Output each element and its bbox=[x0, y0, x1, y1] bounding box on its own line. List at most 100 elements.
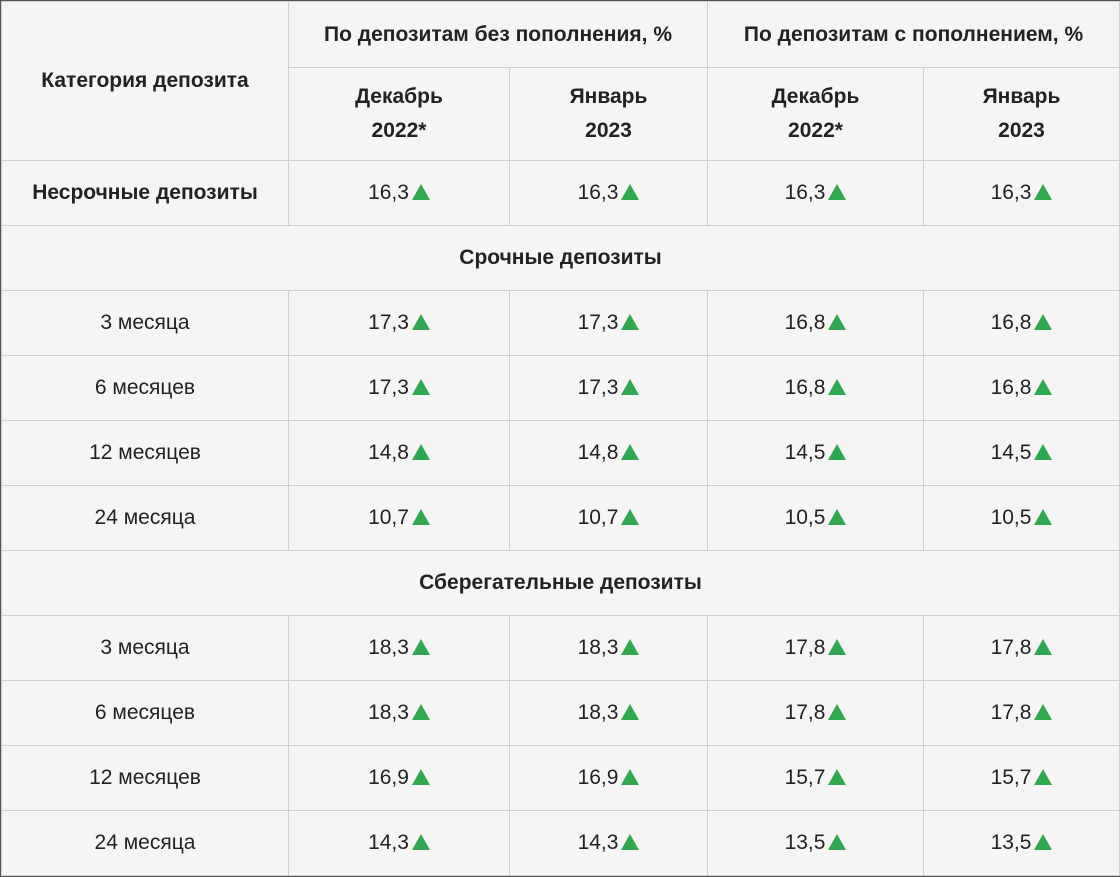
header-subcol: Декабрь 2022* bbox=[288, 67, 510, 161]
rate-value: 15,7 bbox=[784, 766, 826, 789]
table-row: 3 месяца 18,3 18,3 17,8 17,8 bbox=[1, 615, 1120, 681]
rate-value: 14,3 bbox=[577, 831, 619, 854]
table-row: 12 месяцев 16,9 16,9 15,7 15,7 bbox=[1, 745, 1120, 811]
row-category: 12 месяцев bbox=[1, 745, 289, 811]
section-row: Сберегательные депозиты bbox=[1, 550, 1120, 616]
rate-cell: 10,5 bbox=[707, 485, 924, 551]
arrow-up-icon bbox=[1034, 444, 1053, 460]
rate-cell: 18,3 bbox=[288, 615, 510, 681]
rate-cell: 15,7 bbox=[923, 745, 1120, 811]
rate-value: 14,3 bbox=[368, 831, 409, 854]
arrow-up-icon bbox=[1034, 314, 1053, 330]
arrow-up-icon bbox=[411, 769, 430, 785]
rate-cell: 14,5 bbox=[923, 420, 1120, 486]
arrow-up-icon bbox=[1034, 834, 1053, 850]
arrow-up-icon bbox=[411, 704, 430, 720]
table-header: Категория депозита По депозитам без попо… bbox=[1, 1, 1120, 161]
table-row: 6 месяцев 18,3 18,3 17,8 17,8 bbox=[1, 680, 1120, 746]
rate-value: 14,8 bbox=[577, 441, 619, 464]
arrow-up-icon bbox=[828, 444, 847, 460]
rate-value: 15,7 bbox=[990, 766, 1032, 789]
header-group-no-topup: По депозитам без пополнения, % bbox=[288, 1, 708, 68]
rate-cell: 15,7 bbox=[707, 745, 924, 811]
header-group-with-topup: По депозитам с пополнением, % bbox=[707, 1, 1120, 68]
rate-cell: 16,8 bbox=[707, 355, 924, 421]
rate-cell: 14,3 bbox=[288, 810, 510, 876]
arrow-up-icon bbox=[1034, 184, 1053, 200]
rate-cell: 10,7 bbox=[288, 485, 510, 551]
rate-cell: 16,9 bbox=[509, 745, 708, 811]
header-subcol: Январь 2023 bbox=[509, 67, 708, 161]
row-category: 12 месяцев bbox=[1, 420, 289, 486]
arrow-up-icon bbox=[621, 834, 640, 850]
rate-cell: 17,3 bbox=[509, 290, 708, 356]
rate-cell: 17,8 bbox=[707, 680, 924, 746]
rate-value: 16,3 bbox=[577, 181, 619, 204]
row-category: 3 месяца bbox=[1, 290, 289, 356]
rate-value: 13,5 bbox=[990, 831, 1032, 854]
arrow-up-icon bbox=[621, 769, 640, 785]
rate-value: 14,5 bbox=[990, 441, 1032, 464]
arrow-up-icon bbox=[1034, 639, 1053, 655]
arrow-up-icon bbox=[411, 379, 430, 395]
rate-cell: 17,8 bbox=[923, 680, 1120, 746]
arrow-up-icon bbox=[411, 639, 430, 655]
arrow-up-icon bbox=[411, 834, 430, 850]
rate-cell: 16,3 bbox=[509, 160, 708, 226]
header-category: Категория депозита bbox=[1, 1, 289, 161]
rate-value: 18,3 bbox=[577, 701, 619, 724]
rate-cell: 13,5 bbox=[707, 810, 924, 876]
section-title: Сберегательные депозиты bbox=[1, 550, 1120, 616]
rate-cell: 14,5 bbox=[707, 420, 924, 486]
rate-value: 14,8 bbox=[368, 441, 409, 464]
arrow-up-icon bbox=[621, 314, 640, 330]
rate-cell: 16,9 bbox=[288, 745, 510, 811]
rate-value: 17,3 bbox=[577, 311, 619, 334]
arrow-up-icon bbox=[1034, 509, 1053, 525]
header-subcol: Декабрь 2022* bbox=[707, 67, 924, 161]
arrow-up-icon bbox=[828, 509, 847, 525]
rate-cell: 17,3 bbox=[509, 355, 708, 421]
arrow-up-icon bbox=[411, 314, 430, 330]
rate-value: 17,3 bbox=[577, 376, 619, 399]
rate-cell: 16,3 bbox=[923, 160, 1120, 226]
row-category: 24 месяца bbox=[1, 485, 289, 551]
arrow-up-icon bbox=[621, 444, 640, 460]
rate-cell: 10,7 bbox=[509, 485, 708, 551]
rate-value: 13,5 bbox=[784, 831, 826, 854]
rate-cell: 18,3 bbox=[509, 615, 708, 681]
rate-value: 17,3 bbox=[368, 376, 409, 399]
arrow-up-icon bbox=[411, 509, 430, 525]
rate-cell: 16,8 bbox=[923, 290, 1120, 356]
rate-cell: 14,8 bbox=[288, 420, 510, 486]
rate-value: 16,8 bbox=[784, 376, 826, 399]
rate-value: 17,8 bbox=[784, 636, 826, 659]
section-row: Срочные депозиты bbox=[1, 225, 1120, 291]
rate-value: 17,8 bbox=[990, 701, 1032, 724]
rate-cell: 16,8 bbox=[707, 290, 924, 356]
arrow-up-icon bbox=[828, 834, 847, 850]
arrow-up-icon bbox=[411, 184, 430, 200]
rate-value: 14,5 bbox=[784, 441, 826, 464]
section-title: Срочные депозиты bbox=[1, 225, 1120, 291]
row-category: Несрочные депозиты bbox=[1, 160, 289, 226]
rate-cell: 13,5 bbox=[923, 810, 1120, 876]
rate-value: 16,3 bbox=[784, 181, 826, 204]
rate-value: 10,5 bbox=[990, 506, 1032, 529]
table-body: Несрочные депозиты 16,3 16,3 16,3 16,3 Срочны… bbox=[1, 160, 1120, 876]
table-row: 12 месяцев 14,8 14,8 14,5 14,5 bbox=[1, 420, 1120, 486]
table-row: 6 месяцев 17,3 17,3 16,8 16,8 bbox=[1, 355, 1120, 421]
arrow-up-icon bbox=[828, 184, 847, 200]
rate-cell: 17,3 bbox=[288, 355, 510, 421]
row-category: 6 месяцев bbox=[1, 680, 289, 746]
rate-value: 10,5 bbox=[784, 506, 826, 529]
rate-cell: 17,8 bbox=[707, 615, 924, 681]
header-subcol: Январь 2023 bbox=[923, 67, 1120, 161]
arrow-up-icon bbox=[828, 379, 847, 395]
arrow-up-icon bbox=[621, 704, 640, 720]
rate-value: 17,8 bbox=[990, 636, 1032, 659]
rate-value: 16,8 bbox=[990, 376, 1032, 399]
arrow-up-icon bbox=[1034, 769, 1053, 785]
